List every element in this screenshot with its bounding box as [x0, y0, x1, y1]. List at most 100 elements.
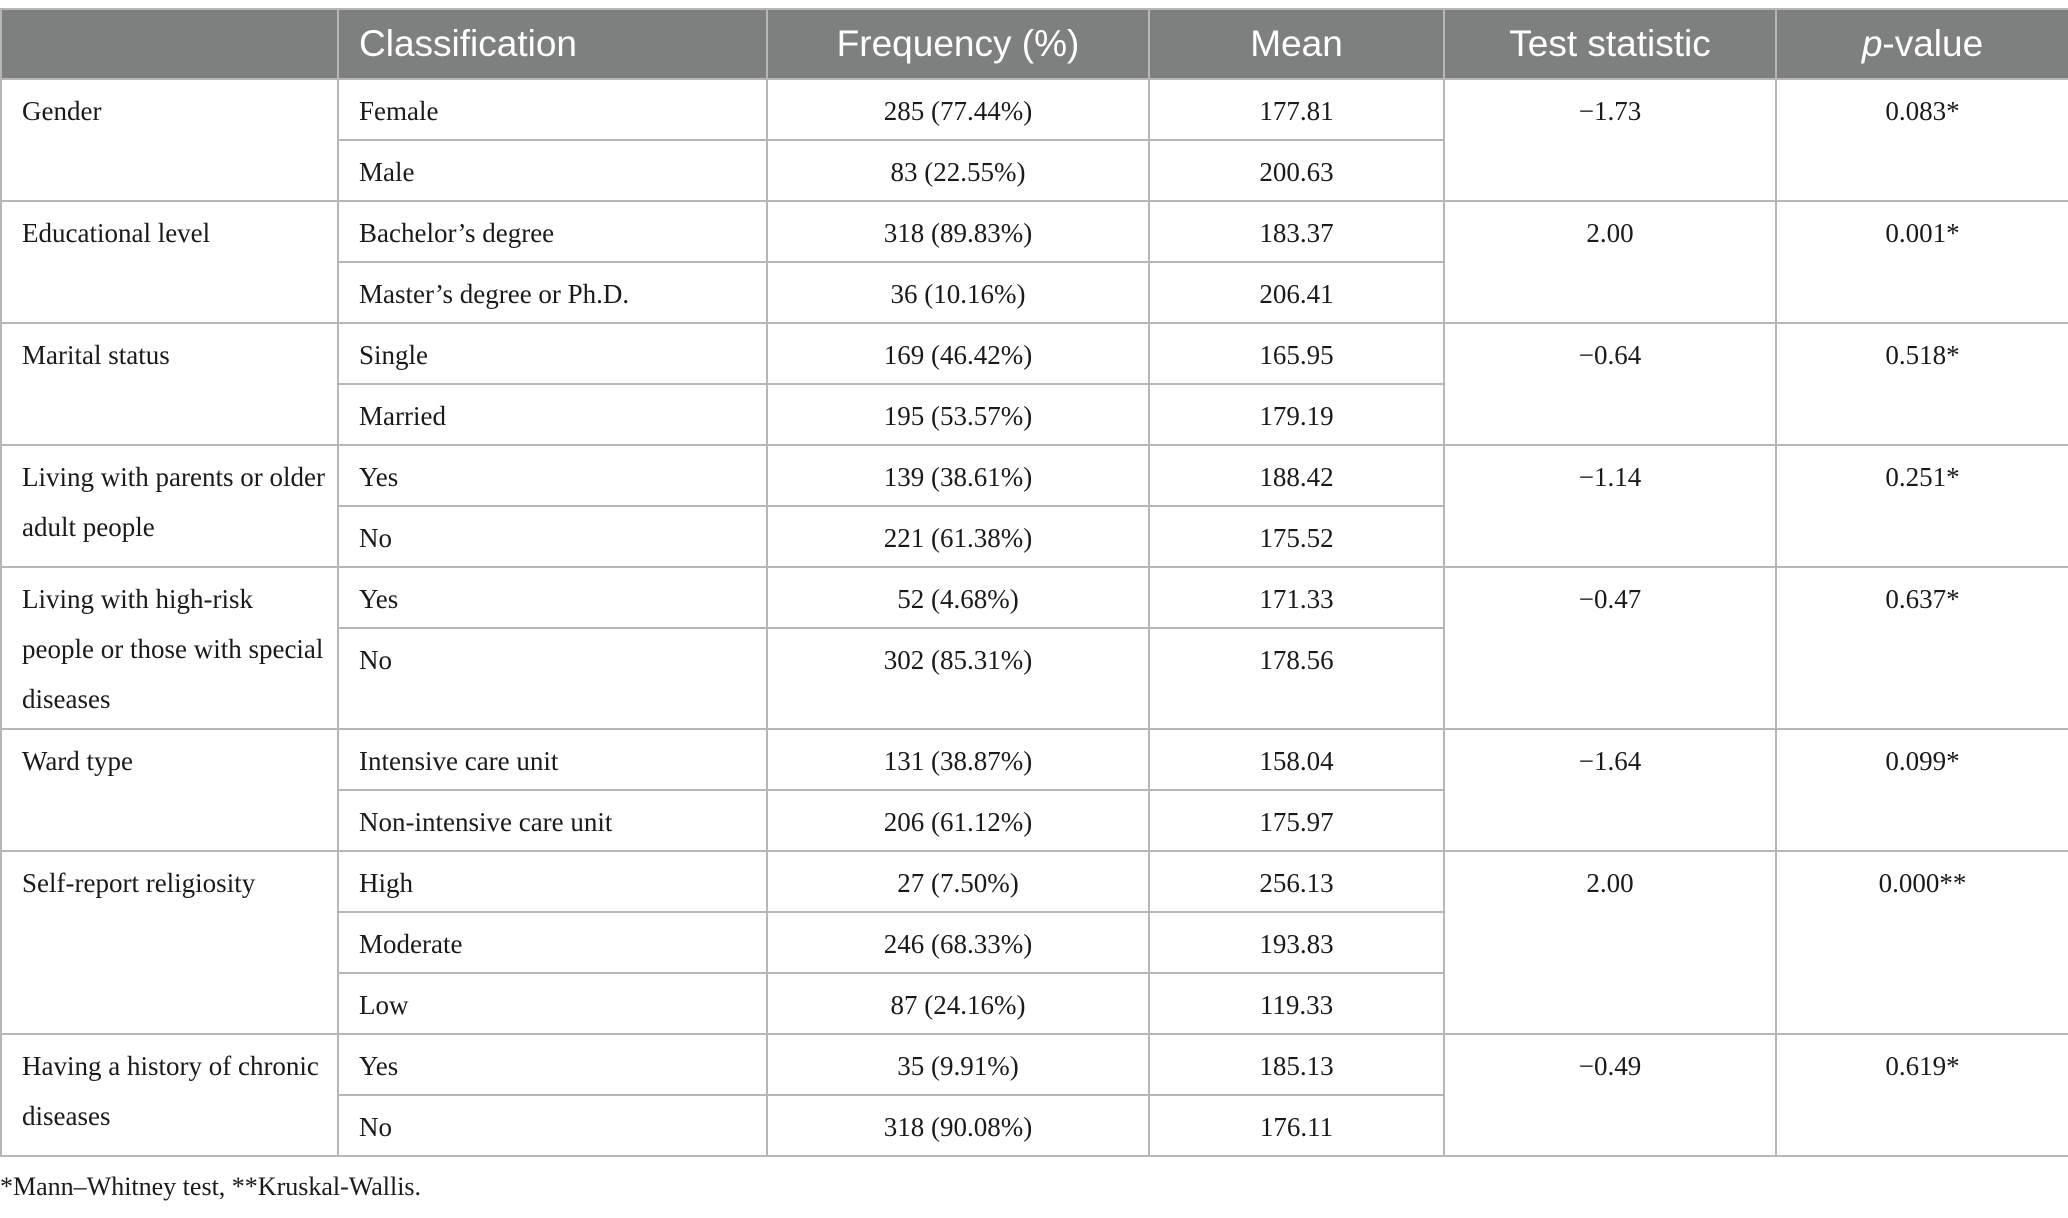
classification-cell: Low	[337, 972, 768, 1035]
p-value-cell-text: 0.000**	[1878, 868, 1967, 898]
mean-cell-text: 175.52	[1259, 523, 1334, 553]
mean-cell: 177.81	[1148, 78, 1445, 141]
mean-cell: 165.95	[1148, 322, 1445, 385]
frequency-cell: 169 (46.42%)	[766, 322, 1150, 385]
classification-cell: No	[337, 1094, 768, 1157]
frequency-cell-text: 302 (85.31%)	[883, 645, 1033, 675]
variable-cell: Gender	[0, 78, 339, 202]
frequency-cell: 87 (24.16%)	[766, 972, 1150, 1035]
p-value-cell-text: 0.518*	[1885, 340, 1960, 370]
mean-cell: 119.33	[1148, 972, 1445, 1035]
p-value-cell: 0.619*	[1775, 1033, 2068, 1157]
variable-cell: Ward type	[0, 728, 339, 852]
header-p-value: p-value	[1775, 8, 2068, 80]
test-statistic-cell: −1.14	[1443, 444, 1777, 568]
p-value-cell-text: 0.001*	[1885, 218, 1960, 248]
variable-cell: Marital status	[0, 322, 339, 446]
header-test-statistic: Test statistic	[1443, 8, 1777, 80]
classification-cell-text: Intensive care unit	[359, 746, 559, 776]
frequency-cell: 285 (77.44%)	[766, 78, 1150, 141]
frequency-cell: 302 (85.31%)	[766, 627, 1150, 730]
frequency-cell: 318 (89.83%)	[766, 200, 1150, 263]
table-row: Married 195 (53.57%) 179.19	[1, 383, 2068, 446]
test-statistic-cell: −0.47	[1443, 566, 1777, 730]
classification-cell: Female	[337, 78, 768, 141]
test-statistic-cell-text: −0.47	[1578, 584, 1642, 614]
frequency-cell: 195 (53.57%)	[766, 383, 1150, 446]
variable-cell: Living with high-risk people or those wi…	[0, 566, 339, 730]
variable-cell: Self-report religiosity	[0, 850, 339, 1035]
classification-cell-text: Moderate	[359, 929, 463, 959]
variable-label: Having a history of chronic diseases	[22, 1051, 319, 1131]
table-row: Ward type Intensive care unit 131 (38.87%)…	[0, 728, 2068, 852]
classification-cell-text: Bachelor’s degree	[359, 218, 555, 248]
p-value-cell-text: 0.099*	[1885, 746, 1960, 776]
frequency-cell-text: 35 (9.91%)	[897, 1051, 1019, 1081]
test-statistic-cell-text: 2.00	[1586, 218, 1634, 248]
table-row: Living with parents or older adult peopl…	[0, 444, 2068, 568]
table-row: Marital status Single 169 (46.42%) 165.95 −0…	[0, 322, 2068, 446]
variable-label: Self-report religiosity	[22, 868, 256, 898]
classification-cell: Male	[337, 139, 768, 202]
mean-cell-text: 179.19	[1259, 401, 1334, 431]
test-statistic-cell: −1.73	[1443, 78, 1777, 202]
frequency-cell-text: 206 (61.12%)	[883, 807, 1033, 837]
variable-label: Living with high-risk people or those wi…	[22, 584, 324, 714]
header-mean: Mean	[1148, 8, 1445, 80]
classification-cell-text: Male	[359, 157, 415, 187]
frequency-cell-text: 246 (68.33%)	[883, 929, 1033, 959]
variable-cell: Living with parents or older adult peopl…	[0, 444, 339, 568]
test-statistic-cell: −0.64	[1443, 322, 1777, 446]
mean-cell: 158.04	[1148, 728, 1445, 791]
classification-cell-text: Yes	[359, 462, 399, 492]
test-statistic-cell-text: −1.73	[1578, 96, 1642, 126]
mean-cell-text: 206.41	[1259, 279, 1334, 309]
table-row: Low 87 (24.16%) 119.33	[1, 972, 2068, 1035]
classification-cell-text: No	[359, 523, 392, 553]
test-statistic-cell: −0.49	[1443, 1033, 1777, 1157]
statistics-table: Classification Frequency (%) Mean Test s…	[0, 8, 2068, 1157]
classification-cell-text: Master’s degree or Ph.D.	[359, 279, 630, 309]
p-value-cell-text: 0.619*	[1885, 1051, 1960, 1081]
test-statistic-cell-text: 2.00	[1586, 868, 1634, 898]
p-suffix: -value	[1882, 23, 1984, 64]
frequency-cell-text: 285 (77.44%)	[883, 96, 1033, 126]
p-value-cell: 0.083*	[1775, 78, 2068, 202]
frequency-cell: 131 (38.87%)	[766, 728, 1150, 791]
mean-cell: 175.52	[1148, 505, 1445, 568]
table-row: Self-report religiosity High 27 (7.50%) 256…	[0, 850, 2068, 1035]
mean-cell: 171.33	[1148, 566, 1445, 629]
mean-cell-text: 183.37	[1259, 218, 1334, 248]
mean-cell: 256.13	[1148, 850, 1445, 913]
mean-cell-text: 188.42	[1259, 462, 1334, 492]
variable-label: Marital status	[22, 340, 170, 370]
mean-cell: 178.56	[1148, 627, 1445, 730]
frequency-cell: 35 (9.91%)	[766, 1033, 1150, 1096]
classification-cell-text: Yes	[359, 584, 399, 614]
classification-cell: High	[337, 850, 768, 913]
frequency-cell-text: 318 (89.83%)	[883, 218, 1033, 248]
classification-cell: Yes	[337, 1033, 768, 1096]
frequency-cell-text: 318 (90.08%)	[883, 1112, 1033, 1142]
header-row: Classification Frequency (%) Mean Test s…	[0, 8, 2068, 80]
mean-cell: 185.13	[1148, 1033, 1445, 1096]
test-statistic-cell: 2.00	[1443, 850, 1777, 1035]
mean-cell: 200.63	[1148, 139, 1445, 202]
mean-cell: 193.83	[1148, 911, 1445, 974]
mean-cell: 176.11	[1148, 1094, 1445, 1157]
frequency-cell: 221 (61.38%)	[766, 505, 1150, 568]
mean-cell-text: 178.56	[1259, 645, 1334, 675]
frequency-cell-text: 221 (61.38%)	[883, 523, 1033, 553]
table-row: No 302 (85.31%) 178.56	[1, 627, 2068, 730]
frequency-cell-text: 83 (22.55%)	[890, 157, 1026, 187]
table-row: No 318 (90.08%) 176.11	[1, 1094, 2068, 1157]
mean-cell: 183.37	[1148, 200, 1445, 263]
p-value-cell-text: 0.251*	[1885, 462, 1960, 492]
frequency-cell: 206 (61.12%)	[766, 789, 1150, 852]
header-frequency: Frequency (%)	[766, 8, 1150, 80]
header-classification: Classification	[337, 8, 768, 80]
classification-cell: Yes	[337, 566, 768, 629]
classification-cell: Yes	[337, 444, 768, 507]
frequency-cell-text: 139 (38.61%)	[883, 462, 1033, 492]
p-value-cell: 0.518*	[1775, 322, 2068, 446]
